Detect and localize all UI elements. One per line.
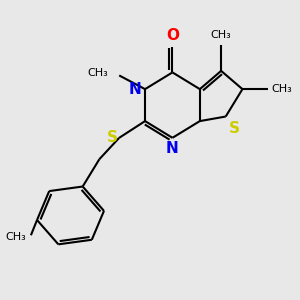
Text: CH₃: CH₃ bbox=[272, 84, 292, 94]
Text: CH₃: CH₃ bbox=[211, 30, 232, 40]
Text: N: N bbox=[166, 141, 179, 156]
Text: CH₃: CH₃ bbox=[88, 68, 109, 78]
Text: CH₃: CH₃ bbox=[6, 232, 26, 242]
Text: S: S bbox=[107, 130, 118, 145]
Text: O: O bbox=[166, 28, 179, 44]
Text: N: N bbox=[129, 82, 141, 97]
Text: S: S bbox=[229, 121, 240, 136]
